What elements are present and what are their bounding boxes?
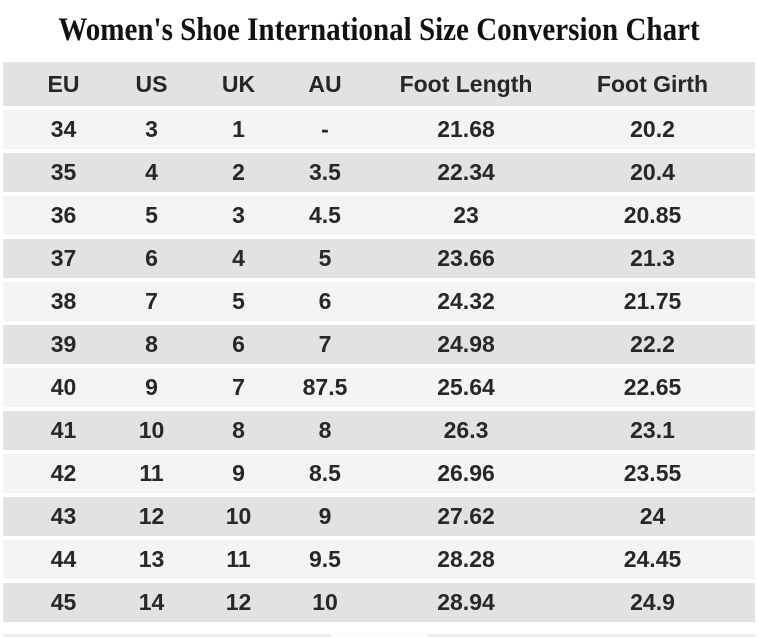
cell-foot-girth: 23.1 [564,411,755,450]
cell-uk: 3 [195,196,282,235]
cell-eu: 43 [3,497,108,536]
cell-uk: 2 [195,153,282,192]
cell-us: 11 [108,454,195,493]
column-header-us: US [108,62,195,106]
cell-au: 8.5 [282,454,368,493]
cell-au: 10 [282,583,368,622]
column-header-foot-girth: Foot Girth [564,62,755,106]
cell-eu: 37 [3,239,108,278]
cell-uk: 7 [195,368,282,407]
cell-au: 6 [282,282,368,321]
cell-au: 9.5 [282,540,368,579]
cell-foot-length: 24.98 [368,325,564,364]
table-row: 38 7 5 6 24.32 21.75 [3,282,755,321]
cell-foot-girth: 24.9 [564,583,755,622]
cell-foot-length: 22.34 [368,153,564,192]
size-conversion-table: EU US UK AU Foot Length Foot Girth 34 3 1-… [3,58,755,626]
cell-foot-girth: 20.85 [564,196,755,235]
cell-foot-length: 21.68 [368,110,564,149]
table-row: 41 10 8 8 26.3 23.1 [3,411,755,450]
table-row: 44 13 11 9.5 28.28 24.45 [3,540,755,579]
cell-eu: 41 [3,411,108,450]
table-header-row: EU US UK AU Foot Length Foot Girth [3,62,755,106]
column-header-foot-length: Foot Length [368,62,564,106]
cell-au: 3.5 [282,153,368,192]
cell-foot-length: 28.28 [368,540,564,579]
cell-uk: 4 [195,239,282,278]
cell-uk: 1 [195,110,282,149]
cell-foot-length: 28.94 [368,583,564,622]
cell-uk: 11 [195,540,282,579]
cell-foot-girth: 22.65 [564,368,755,407]
table-row: 42 11 9 8.5 26.96 23.55 [3,454,755,493]
cell-us: 3 [108,110,195,149]
cell-foot-girth: 20.4 [564,153,755,192]
cell-us: 6 [108,239,195,278]
cell-uk: 8 [195,411,282,450]
table-row: 35 4 2 3.5 22.34 20.4 [3,153,755,192]
table-row: 40 9 7 87.5 25.64 22.65 [3,368,755,407]
cell-eu: 35 [3,153,108,192]
cell-foot-length: 26.96 [368,454,564,493]
cell-foot-length: 25.64 [368,368,564,407]
cell-eu: 38 [3,282,108,321]
cell-us: 4 [108,153,195,192]
cell-eu: 44 [3,540,108,579]
cell-eu: 45 [3,583,108,622]
table-row: 43 12 10 9 27.62 24 [3,497,755,536]
cell-us: 14 [108,583,195,622]
bottom-strip [0,630,758,637]
table-row: 37 6 4 5 23.66 21.3 [3,239,755,278]
cell-us: 13 [108,540,195,579]
table-row: 36 5 3 4.5 23 20.85 [3,196,755,235]
cell-au: 4.5 [282,196,368,235]
cell-us: 12 [108,497,195,536]
cell-au: 87.5 [282,368,368,407]
cell-us: 7 [108,282,195,321]
shoe-size-chart-page: Women's Shoe International Size Conversi… [0,8,758,637]
cell-uk: 10 [195,497,282,536]
cell-eu: 40 [3,368,108,407]
cell-us: 8 [108,325,195,364]
cell-uk: 12 [195,583,282,622]
column-header-au: AU [282,62,368,106]
cell-foot-girth: 21.3 [564,239,755,278]
cell-foot-girth: 23.55 [564,454,755,493]
table-row: 39 8 6 7 24.98 22.2 [3,325,755,364]
cell-us: 10 [108,411,195,450]
cell-au: 7 [282,325,368,364]
table-body: 34 3 1-21.68 20.2 35 4 2 3.5 22.34 20.4 36 5 3 4.5 23 2… [3,110,755,622]
cell-eu: 34 [3,110,108,149]
cell-uk: 5 [195,282,282,321]
cell-uk: 6 [195,325,282,364]
cell-foot-girth: 24 [564,497,755,536]
cell-foot-girth: 22.2 [564,325,755,364]
cropped-partial-element [331,633,427,637]
cell-us: 9 [108,368,195,407]
column-header-eu: EU [3,62,108,106]
cell-uk: 9 [195,454,282,493]
cell-foot-length: 23.66 [368,239,564,278]
cell-foot-length: 26.3 [368,411,564,450]
cell-foot-girth: 24.45 [564,540,755,579]
cell-au: 9 [282,497,368,536]
page-title: Women's Shoe International Size Conversi… [58,12,700,48]
cell-foot-length: 27.62 [368,497,564,536]
cell-au: - [282,110,368,149]
cell-foot-girth: 21.75 [564,282,755,321]
cell-au: 8 [282,411,368,450]
cell-eu: 39 [3,325,108,364]
cell-foot-length: 24.32 [368,282,564,321]
cell-foot-length: 23 [368,196,564,235]
cell-au: 5 [282,239,368,278]
cell-foot-girth: 20.2 [564,110,755,149]
column-header-uk: UK [195,62,282,106]
cell-eu: 42 [3,454,108,493]
table-row: 34 3 1-21.68 20.2 [3,110,755,149]
table-row: 45 14 12 10 28.94 24.9 [3,583,755,622]
cell-eu: 36 [3,196,108,235]
cell-us: 5 [108,196,195,235]
